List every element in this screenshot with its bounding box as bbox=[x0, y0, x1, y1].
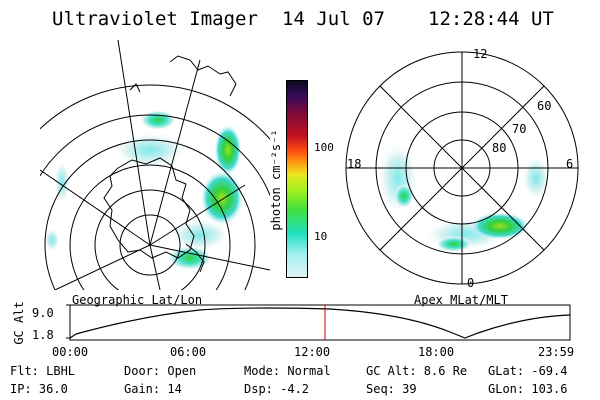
lat-label-70: 70 bbox=[512, 122, 527, 136]
xtick-1800: 18:00 bbox=[418, 345, 455, 359]
lat-label-60: 60 bbox=[537, 99, 552, 113]
lat-label-80: 80 bbox=[492, 141, 507, 155]
instrument-title: Ultraviolet Imager bbox=[52, 8, 258, 30]
glon-status: GLon: 103.6 bbox=[488, 382, 568, 396]
apex-label: Apex MLat/MLT bbox=[414, 293, 508, 307]
xtick-0000: 00:00 bbox=[52, 345, 89, 359]
colorbar-tick-10: 10 bbox=[314, 230, 328, 243]
colorbar bbox=[286, 80, 308, 278]
xtick-0600: 06:00 bbox=[170, 345, 207, 359]
filter-status: Flt: LBHL bbox=[10, 364, 76, 378]
mode-status: Mode: Normal bbox=[244, 364, 331, 378]
geographic-label: Geographic Lat/Lon bbox=[72, 293, 203, 307]
mlt-label-18: 18 bbox=[347, 157, 362, 171]
mlt-label-0: 0 bbox=[467, 276, 475, 290]
colorbar-tick-100: 100 bbox=[314, 141, 334, 154]
dsp-status: Dsp: -4.2 bbox=[244, 382, 310, 396]
altitude-ytick-1.8: 1.8 bbox=[32, 328, 54, 342]
time-label: 12:28:44 UT bbox=[428, 8, 554, 30]
date-label: 14 Jul 07 bbox=[282, 8, 385, 30]
xtick-2359: 23:59 bbox=[538, 345, 575, 359]
altitude-ytick-9: 9.0 bbox=[32, 306, 54, 320]
glat-status: GLat: -69.4 bbox=[488, 364, 568, 378]
gain-status: Gain: 14 bbox=[124, 382, 182, 396]
seq-status: Seq: 39 bbox=[366, 382, 417, 396]
gc-alt-status: GC Alt: 8.6 Re bbox=[366, 364, 468, 378]
ip-status: IP: 36.0 bbox=[10, 382, 68, 396]
door-status: Door: Open bbox=[124, 364, 197, 378]
mlt-label-12: 12 bbox=[473, 47, 488, 61]
xtick-1200: 12:00 bbox=[294, 345, 331, 359]
mlt-label-6: 6 bbox=[566, 157, 574, 171]
